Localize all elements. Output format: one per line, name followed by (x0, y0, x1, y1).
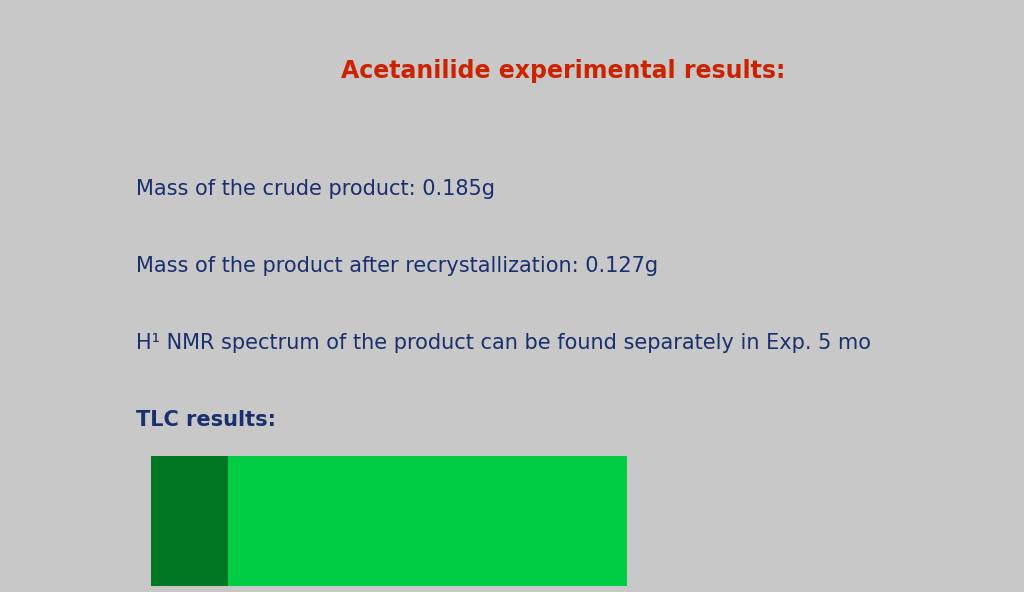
Text: H¹ NMR spectrum of the product can be found separately in Exp. 5 mo: H¹ NMR spectrum of the product can be fo… (136, 333, 871, 353)
Bar (151, 456, 627, 586)
Text: Mass of the product after recrystallization: 0.127g: Mass of the product after recrystallizat… (136, 256, 658, 276)
Text: Mass of the crude product: 0.185g: Mass of the crude product: 0.185g (136, 179, 495, 200)
Text: Acetanilide experimental results:: Acetanilide experimental results: (341, 59, 785, 83)
Text: TLC results:: TLC results: (136, 410, 276, 430)
Bar (151, 456, 228, 586)
